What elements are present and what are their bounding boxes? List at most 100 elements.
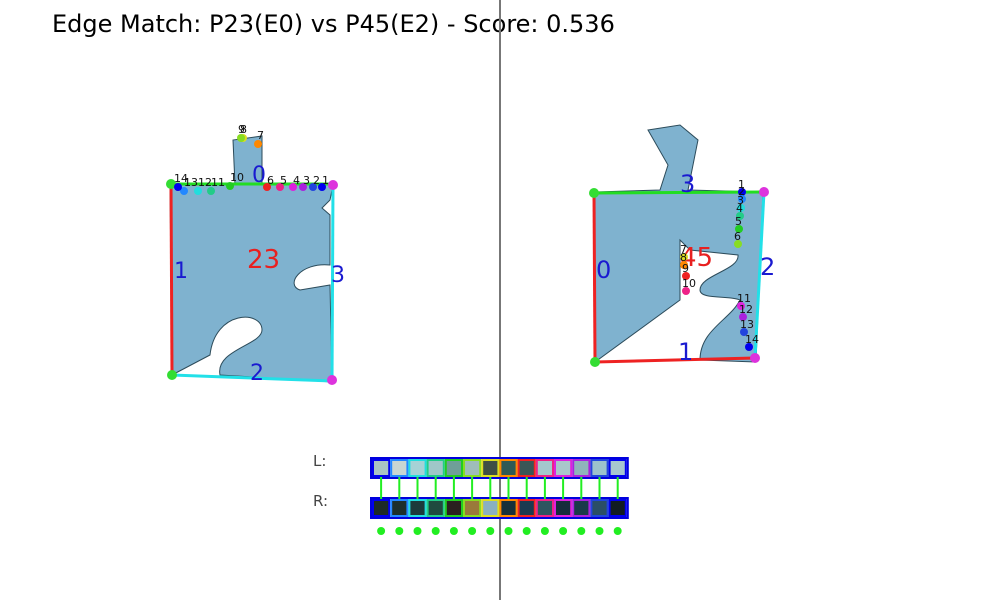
left-sample-point-label: 11 [211,176,225,189]
right-sample-point [736,212,744,220]
left-swatch [499,459,518,477]
right-piece: 0 1 2 3 45 [589,124,775,367]
left-swatch-frame [370,457,629,479]
match-dot [377,527,386,535]
left-swatch [535,459,554,477]
right-sample-point-label: 6 [734,230,741,243]
match-dot [613,527,622,535]
right-sample-point [734,240,742,248]
right-edge-0 [592,192,597,363]
right-corner [750,353,760,363]
right-edge-label: 1 [678,338,693,366]
left-sample-point-label: 4 [293,174,300,187]
right-swatch [390,499,409,517]
left-edge-1 [169,183,174,376]
right-sample-point [745,343,753,351]
left-sample-point [289,183,297,191]
left-edge-label: 1 [174,259,188,284]
right-sample-point-label: 9 [682,262,689,275]
right-swatch [554,499,573,517]
right-sample-point-label: 2 [738,185,745,198]
right-sample-point [738,188,746,196]
right-sample-point-label: 13 [740,318,754,331]
left-swatch [408,459,427,477]
left-swatch [608,459,627,477]
left-sample-point [237,134,245,142]
left-edge-label: 3 [331,263,345,288]
right-corner [589,188,599,198]
match-dot [522,527,531,535]
left-edge-label: 2 [250,361,264,386]
right-sample-point-label: 12 [739,303,753,316]
right-sample-point [680,261,688,269]
right-sample-point [740,328,748,336]
right-sample-point [682,272,690,280]
match-dot [395,527,404,535]
left-sample-point-label: 10 [230,171,244,184]
right-row-label: R: [313,492,328,510]
left-sample-point [180,187,188,195]
left-sample-point-label: 5 [280,174,287,187]
match-dot [468,527,477,535]
left-piece: 0 1 2 3 23 [166,135,345,386]
right-swatch [517,499,536,517]
left-sample-point [276,183,284,191]
match-dot [431,527,440,535]
right-swatch [426,499,445,517]
left-sample-point [174,183,182,191]
match-dot [577,527,586,535]
right-edge-label: 0 [596,256,611,284]
right-swatch [590,499,609,517]
right-sample-point [738,195,746,203]
left-swatch [426,459,445,477]
left-corner [328,180,338,190]
left-corner [167,370,177,380]
left-piece-id: 23 [247,245,280,275]
right-sample-point-label: 3 [737,194,744,207]
right-sample-point-label: 8 [680,251,687,264]
left-swatch [444,459,463,477]
left-swatch [372,459,391,477]
left-swatch [517,459,536,477]
left-sample-point-label: 12 [198,176,212,189]
right-sample-point [682,287,690,295]
right-swatch [481,499,500,517]
right-swatch [572,499,591,517]
left-sample-point [263,183,271,191]
right-sample-point-label: 1 [738,178,745,191]
match-dot [413,527,422,535]
match-dot [540,527,549,535]
right-swatch [608,499,627,517]
right-sample-point-label: 14 [745,333,759,346]
right-sample-point-label: 10 [682,277,696,290]
right-swatch [444,499,463,517]
left-sample-point-label: 9 [238,123,245,136]
left-sample-point [309,183,317,191]
left-swatch [390,459,409,477]
left-sample-point [299,183,307,191]
left-edge-label: 0 [252,163,266,188]
right-sample-point-label: 7 [680,243,687,256]
left-swatch [590,459,609,477]
match-dot [486,527,495,535]
right-sample-point-label: 11 [737,292,751,305]
right-swatch [408,499,427,517]
left-swatch [463,459,482,477]
left-sample-point-label: 14 [174,172,188,185]
match-dot [504,527,513,535]
left-sample-point-label: 1 [322,174,329,187]
right-sample-point [737,302,745,310]
right-swatch [535,499,554,517]
left-row-label: L: [313,452,326,470]
left-corner [166,179,176,189]
right-sample-point-label: 4 [736,202,743,215]
left-sample-point-label: 7 [257,129,264,142]
right-corner [590,357,600,367]
right-swatch [463,499,482,517]
right-edge-3 [593,190,765,195]
right-edge-1 [594,356,756,364]
right-sample-point [680,253,688,261]
